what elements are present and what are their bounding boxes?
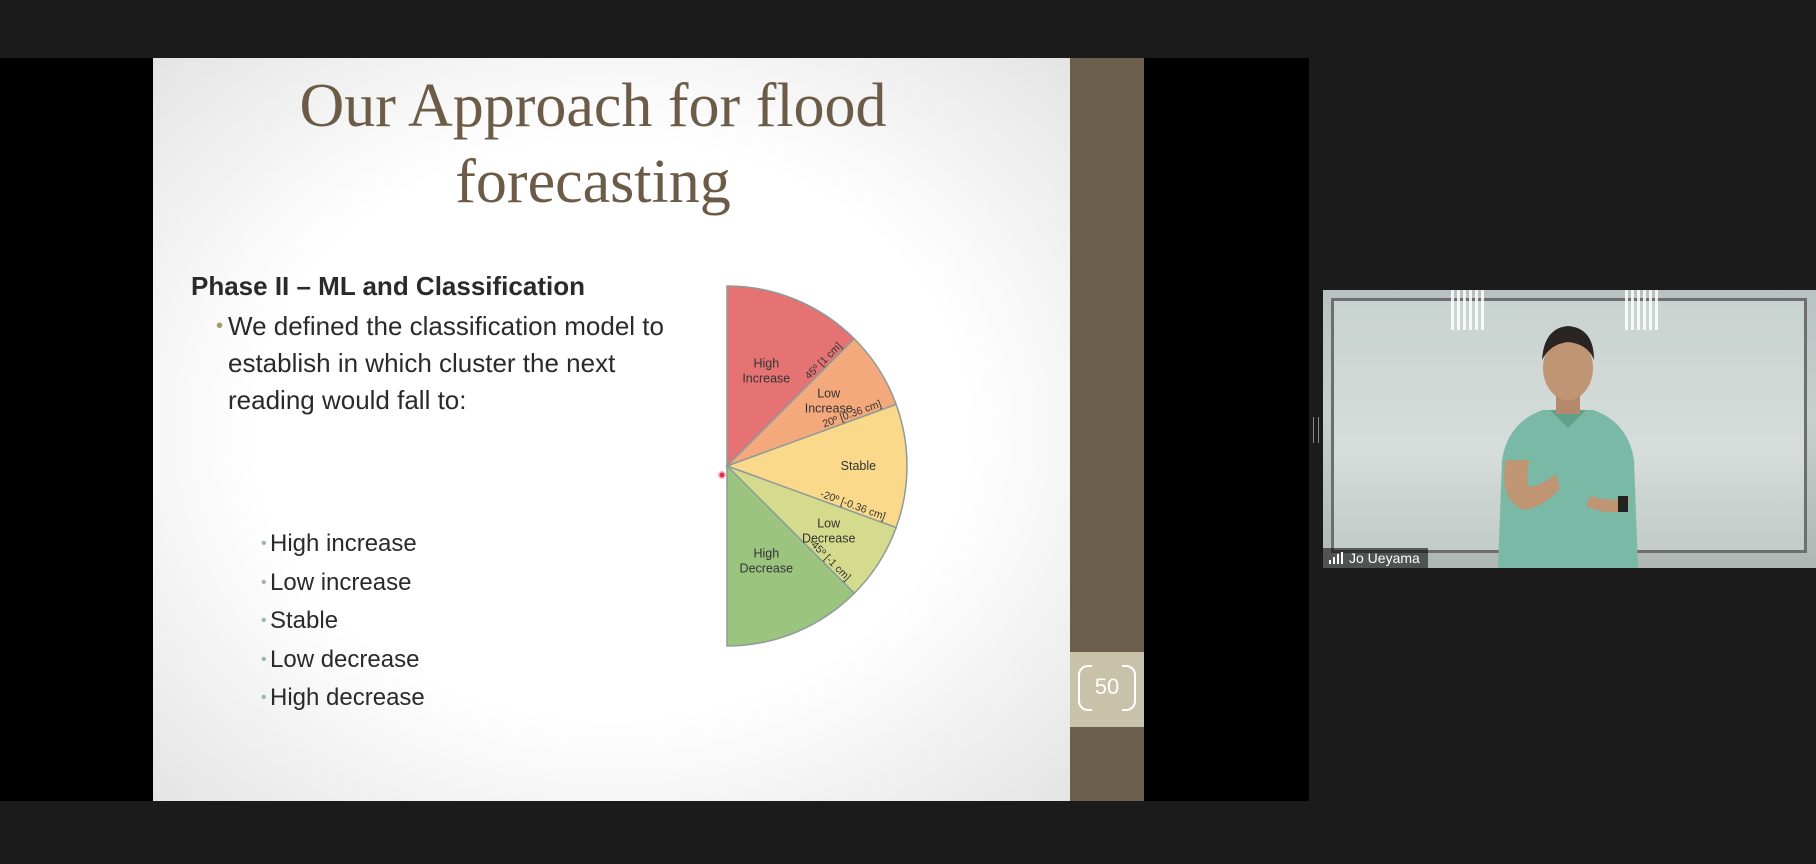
screen-share-area: Our Approach for flood forecasting Phase… — [0, 58, 1309, 801]
participant-name: Jo Ueyama — [1349, 550, 1420, 566]
presentation-slide: Our Approach for flood forecasting Phase… — [153, 58, 1070, 801]
participant-name-badge: Jo Ueyama — [1323, 548, 1428, 568]
sector-high-decrease — [726, 464, 856, 647]
slide-side-bar: 50 — [1070, 58, 1144, 801]
page-number-frame — [1078, 664, 1136, 712]
bullet-icon: • — [261, 612, 267, 629]
slide-title: Our Approach for flood forecasting — [153, 68, 1033, 220]
page-number: 50 — [1094, 674, 1120, 699]
sector-label-line: High — [753, 357, 779, 371]
bullet-icon: • — [261, 689, 267, 706]
list-item: • High decrease — [261, 679, 425, 718]
list-item-label: High increase — [270, 530, 417, 557]
sector-label-line: Decrease — [802, 531, 856, 545]
participant-video-tile[interactable]: Jo Ueyama — [1323, 290, 1816, 568]
sector-label-line: Increase — [742, 372, 790, 386]
intro-line-1: We defined the classification model to — [228, 311, 664, 341]
page-number-box: 50 — [1070, 652, 1144, 727]
list-item: • High increase — [261, 525, 425, 564]
sector-stable — [724, 403, 908, 529]
sector-label: Low Decrease — [802, 516, 856, 545]
laser-pointer-icon — [718, 471, 726, 479]
sector-label: High Decrease — [740, 546, 794, 575]
intro-paragraph: • We defined the classification model to… — [216, 308, 788, 419]
participant-figure — [1498, 326, 1638, 568]
sector-label-line: Stable — [841, 459, 876, 473]
classification-list: • High increase • Low increase • Stable • Lo… — [261, 525, 425, 718]
sector-label: Stable — [841, 459, 876, 473]
sector-label-line: Increase — [805, 402, 853, 416]
sector-label-line: Low — [817, 387, 841, 401]
sector-label: Low Increase — [805, 387, 853, 416]
ceiling-light — [1451, 290, 1485, 330]
signal-strength-icon — [1329, 552, 1343, 564]
sector-label-line: Low — [817, 516, 841, 530]
intro-line-3: reading would fall to: — [228, 385, 467, 415]
panel-resize-handle[interactable] — [1313, 417, 1319, 443]
list-item: • Stable — [261, 602, 425, 641]
bullet-icon: • — [261, 650, 267, 668]
ceiling-light — [1625, 290, 1659, 330]
list-item-label: Low increase — [270, 568, 412, 596]
list-item-label: High decrease — [270, 684, 425, 711]
sector-label-line: Decrease — [740, 561, 794, 575]
sector-label-line: High — [753, 546, 779, 560]
list-item-label: Low decrease — [270, 645, 420, 673]
sector-label: High Increase — [742, 357, 790, 386]
sector-high-increase — [726, 285, 856, 468]
bullet-icon: • — [261, 573, 267, 591]
list-item: • Low increase — [261, 564, 425, 603]
bullet-icon: • — [216, 315, 224, 337]
bullet-icon: • — [261, 535, 267, 552]
phase-heading: Phase II – ML and Classification — [191, 271, 585, 301]
slide-title-line-2: forecasting — [455, 148, 731, 216]
list-item-label: Stable — [270, 607, 339, 634]
intro-line-2: establish in which cluster the next — [228, 348, 616, 378]
slide-title-line-1: Our Approach for flood — [299, 72, 887, 140]
list-item: • Low decrease — [261, 641, 425, 680]
